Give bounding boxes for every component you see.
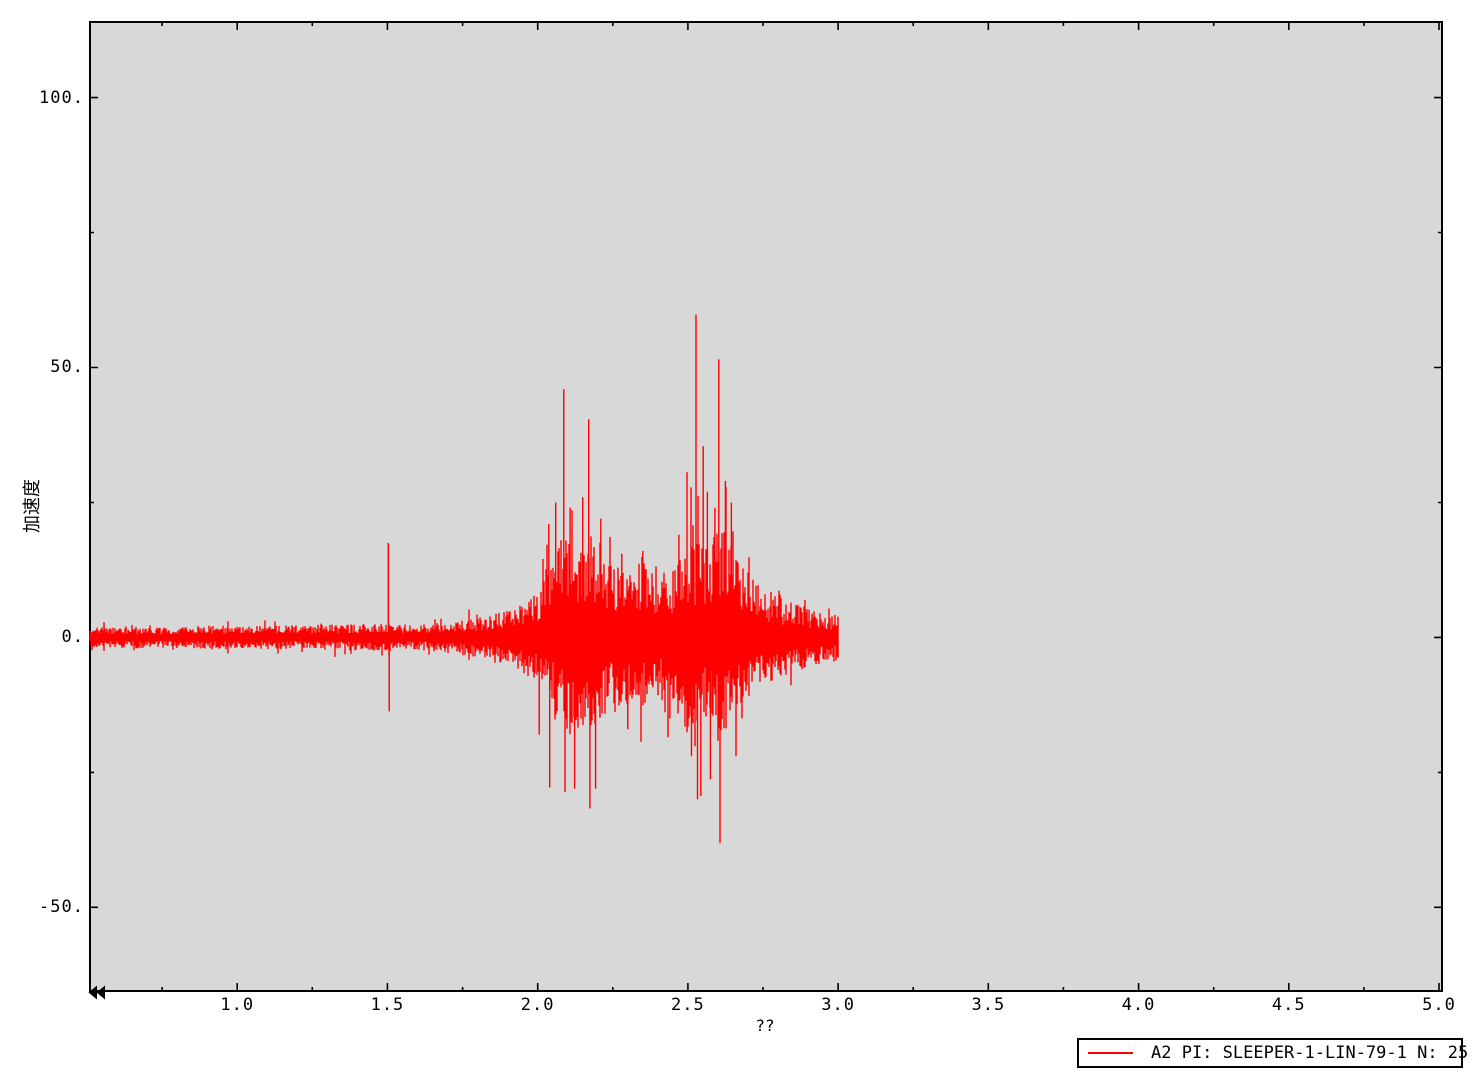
- x-axis-label: ??: [755, 1016, 775, 1035]
- scroll-left-arrows-icon[interactable]: [88, 985, 106, 1000]
- y-tick-label: 100.: [39, 87, 84, 108]
- x-tick-label: 4.0: [1121, 995, 1156, 1015]
- x-tick-label: 4.5: [1271, 995, 1306, 1015]
- axis-frame: [89, 21, 1443, 992]
- x-tick-label: 5.0: [1422, 995, 1456, 1015]
- y-axis-label: 加速度: [22, 479, 43, 533]
- plot-area: [90, 22, 1442, 991]
- waveform-trace: [89, 314, 839, 844]
- legend-label: A2 PI: SLEEPER-1-LIN-79-1 N: 25: [1151, 1043, 1469, 1063]
- x-tick-label: 1.5: [370, 995, 405, 1015]
- x-tick-label: 2.0: [520, 995, 555, 1015]
- legend: A2 PI: SLEEPER-1-LIN-79-1 N: 25: [1077, 1038, 1468, 1068]
- x-tick-label: 3.0: [821, 995, 855, 1015]
- x-tick-label: 2.5: [671, 995, 705, 1015]
- y-tick-label: 50.: [50, 357, 84, 378]
- x-tick-label: 3.5: [971, 995, 1006, 1015]
- y-tick-label: -50.: [39, 897, 84, 918]
- legend-line-sample: [1088, 1052, 1133, 1054]
- y-tick-label: 0.: [61, 627, 84, 648]
- tick-marks: [90, 22, 1442, 991]
- x-tick-label: 1.0: [220, 995, 255, 1015]
